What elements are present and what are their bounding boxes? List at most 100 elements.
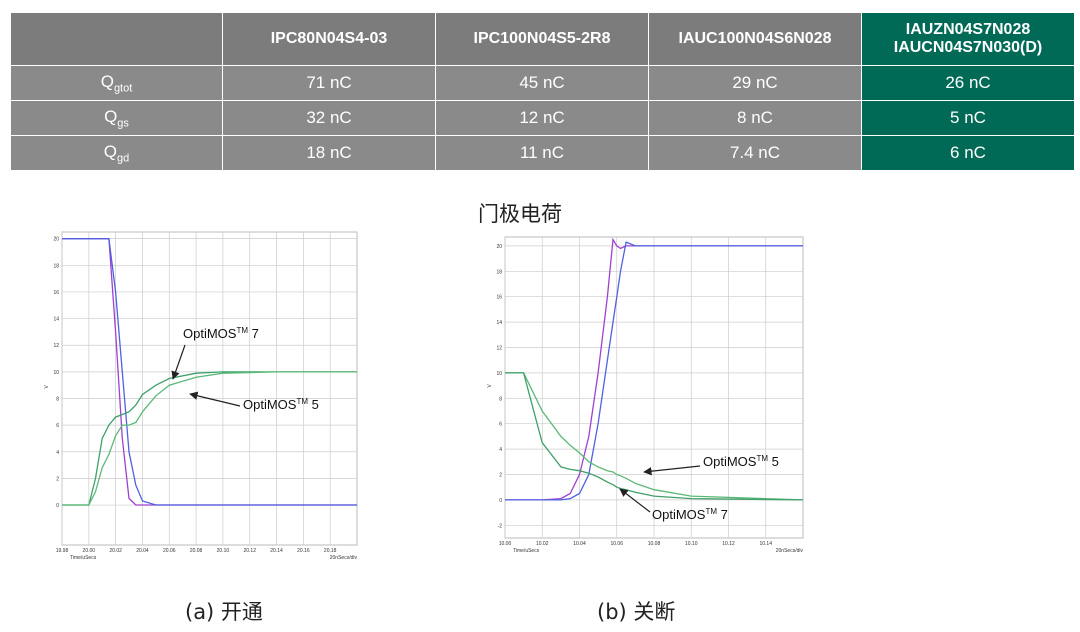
header-row: IPC80N04S4-03 IPC100N04S5-2R8 IAUC100N04S6… <box>10 12 1075 66</box>
annotation-arrow <box>171 344 186 380</box>
series-line <box>505 372 804 501</box>
corner-cell <box>10 12 223 66</box>
column-header: IAUZN04S7N028 IAUCN04S7N030(D) <box>861 12 1075 66</box>
cell: 8 nC <box>648 100 862 136</box>
y-tick-label: 0 <box>56 503 59 509</box>
series-line <box>62 371 357 506</box>
x-tick-label: 20.18 <box>324 548 337 554</box>
charge-table: IPC80N04S4-03 IPC100N04S5-2R8 IAUC100N04S6… <box>10 12 1075 171</box>
cell: 45 nC <box>435 65 649 101</box>
scale-label: 20nSecs/div <box>330 555 358 561</box>
y-tick-label: 18 <box>496 269 502 275</box>
cell: 6 nC <box>861 135 1075 171</box>
x-tick-label: 20.06 <box>163 548 176 554</box>
y-tick-label: 20 <box>53 237 59 243</box>
y-tick-label: 4 <box>56 450 59 456</box>
x-tick-label: 10.04 <box>573 541 586 547</box>
x-tick-label: 20.00 <box>83 548 96 554</box>
annotation-text: OptiMOS <box>652 507 706 522</box>
y-tick-label: 12 <box>496 345 502 351</box>
annotation-suffix: 5 <box>768 454 779 469</box>
x-tick-label: 20.02 <box>109 548 122 554</box>
row-subscript: gd <box>116 152 130 165</box>
annotation-arrow <box>643 465 701 476</box>
y-tick-label: -2 <box>498 523 503 529</box>
row-label: Qgs <box>10 100 223 136</box>
x-tick-label: 10.06 <box>610 541 623 547</box>
table-row: Qgs 32 nC 12 nC 8 nC 5 nC <box>10 100 1075 136</box>
x-axis-label: Time/uSecs <box>70 555 97 561</box>
annotation-arrow <box>189 391 241 407</box>
y-tick-label: 10 <box>496 371 502 377</box>
cell: 12 nC <box>435 100 649 136</box>
annotation: OptiMOSTM 5 <box>243 397 319 412</box>
annotation-text: OptiMOS <box>183 326 237 341</box>
y-tick-label: 16 <box>53 290 59 296</box>
y-tick-label: 2 <box>56 476 59 482</box>
row-subscript: gs <box>117 117 129 130</box>
y-tick-label: 20 <box>496 244 502 250</box>
y-tick-label: 18 <box>53 263 59 269</box>
y-tick-label: 6 <box>56 423 59 429</box>
x-tick-label: 10.14 <box>759 541 772 547</box>
row-symbol: Q <box>103 141 117 161</box>
x-tick-label: 19.98 <box>56 548 69 554</box>
cell: 32 nC <box>222 100 436 136</box>
y-axis-label: V <box>44 385 50 389</box>
series-line <box>505 241 803 501</box>
y-tick-label: 2 <box>499 472 502 478</box>
column-header: IAUC100N04S6N028 <box>648 12 862 66</box>
y-tick-label: 0 <box>499 498 502 504</box>
series-line <box>62 371 357 506</box>
y-tick-label: 6 <box>499 422 502 428</box>
annotation-sup: TM <box>756 454 768 463</box>
row-symbol: Q <box>100 71 114 91</box>
annotation-sup: TM <box>296 397 308 406</box>
cell: 5 nC <box>861 100 1075 136</box>
x-axis-label: Time/uSecs <box>513 548 540 554</box>
header-line: IAUCN04S7N030(D) <box>893 39 1043 56</box>
annotation-suffix: 7 <box>248 326 259 341</box>
cell: 71 nC <box>222 65 436 101</box>
x-tick-label: 20.10 <box>217 548 230 554</box>
x-tick-label: 10.08 <box>648 541 661 547</box>
row-subscript: gtot <box>113 82 133 95</box>
chart-caption: (b) 关断 <box>597 600 676 624</box>
annotation-suffix: 7 <box>717 507 728 522</box>
x-tick-label: 20.12 <box>243 548 256 554</box>
x-tick-label: 20.04 <box>136 548 149 554</box>
series-line <box>505 372 804 501</box>
cell: 29 nC <box>648 65 862 101</box>
series-line <box>62 238 357 506</box>
annotation: OptiMOSTM 7 <box>183 326 259 341</box>
row-label: Qgtot <box>10 65 223 101</box>
x-tick-label: 20.08 <box>190 548 203 554</box>
y-tick-label: 4 <box>499 447 502 453</box>
column-header: IPC100N04S5-2R8 <box>435 12 649 66</box>
annotation: OptiMOSTM 7 <box>652 507 728 522</box>
row-label: Qgd <box>10 135 223 171</box>
annotation-sup: TM <box>705 507 717 516</box>
cell: 26 nC <box>861 65 1075 101</box>
row-symbol: Q <box>104 106 118 126</box>
plot-area <box>61 231 358 546</box>
y-tick-label: 8 <box>56 396 59 402</box>
table-row: Qgd 18 nC 11 nC 7.4 nC 6 nC <box>10 135 1075 171</box>
annotation-text: OptiMOS <box>703 454 757 469</box>
y-tick-label: 8 <box>499 396 502 402</box>
scale-label: 20nSecs/div <box>776 548 804 554</box>
y-tick-label: 10 <box>53 370 59 376</box>
annotation-suffix: 5 <box>308 397 319 412</box>
header-line: IAUZN04S7N028 <box>905 21 1031 38</box>
annotation: OptiMOSTM 5 <box>703 454 779 469</box>
annotation-text: OptiMOS <box>243 397 297 412</box>
caption: 门极电荷 <box>478 202 562 226</box>
x-tick-label: 10.12 <box>722 541 735 547</box>
chart-caption: (a) 开通 <box>185 600 263 624</box>
cell: 18 nC <box>222 135 436 171</box>
annotation-arrow <box>619 488 651 513</box>
y-tick-label: 12 <box>53 343 59 349</box>
y-axis-label: V <box>487 384 493 388</box>
cell: 11 nC <box>435 135 649 171</box>
